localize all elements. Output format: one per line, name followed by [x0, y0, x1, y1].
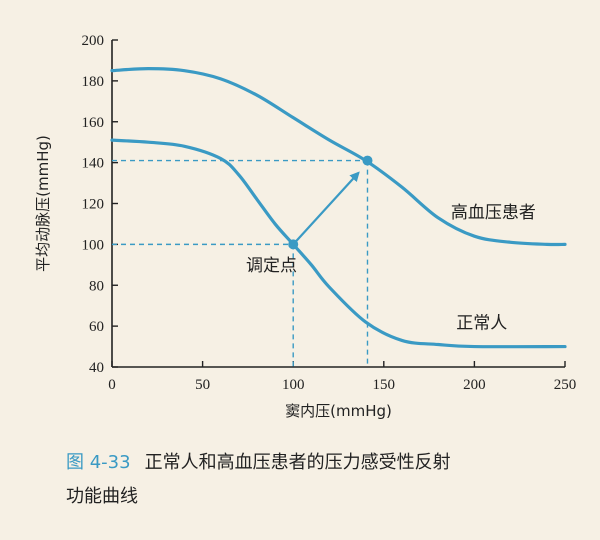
shift-arrow [292, 171, 360, 246]
figure-caption: 图 4-33 正常人和高血压患者的压力感受性反射 功能曲线 [66, 446, 566, 514]
y-axis-title: 平均动脉压(mmHg) [34, 135, 52, 272]
y-tick-label: 60 [89, 319, 104, 335]
baroreflex-chart: 40 60 80 100 120 140 160 180 200 0 50 100 150 200 250 窦… [34, 33, 577, 420]
x-axis-title: 窦内压(mmHg) [285, 402, 392, 420]
x-tick-label: 0 [108, 377, 116, 393]
caption-line-1: 正常人和高血压患者的压力感受性反射 [144, 452, 451, 473]
y-tick-label: 80 [89, 278, 104, 294]
set-point-1 [288, 239, 299, 250]
x-tick-label: 150 [373, 377, 396, 393]
y-tick-label: 140 [82, 156, 105, 172]
x-tick-label: 50 [195, 377, 210, 393]
x-tick-label: 100 [282, 377, 305, 393]
set-point-label: 调定点 [246, 256, 297, 276]
y-tick-label: 100 [82, 237, 105, 253]
y-tick-label: 160 [82, 115, 105, 131]
x-tick-label: 200 [463, 377, 486, 393]
series-line-hypertension [110, 67, 567, 247]
series-label-normal: 正常人 [456, 313, 507, 333]
y-tick-label: 180 [82, 74, 105, 90]
x-tick-label: 250 [554, 377, 577, 393]
caption-line-2: 功能曲线 [66, 486, 138, 507]
y-tick-label: 200 [82, 33, 105, 49]
y-tick-label: 40 [89, 360, 104, 376]
series-label-hypertension: 高血压患者 [451, 203, 536, 223]
set-point-2 [362, 155, 373, 166]
chart: 40 60 80 100 120 140 160 180 200 0 50 100 150 200 250 窦… [34, 33, 577, 420]
figure-number: 图 4-33 [66, 452, 131, 473]
y-tick-label: 120 [82, 197, 105, 213]
